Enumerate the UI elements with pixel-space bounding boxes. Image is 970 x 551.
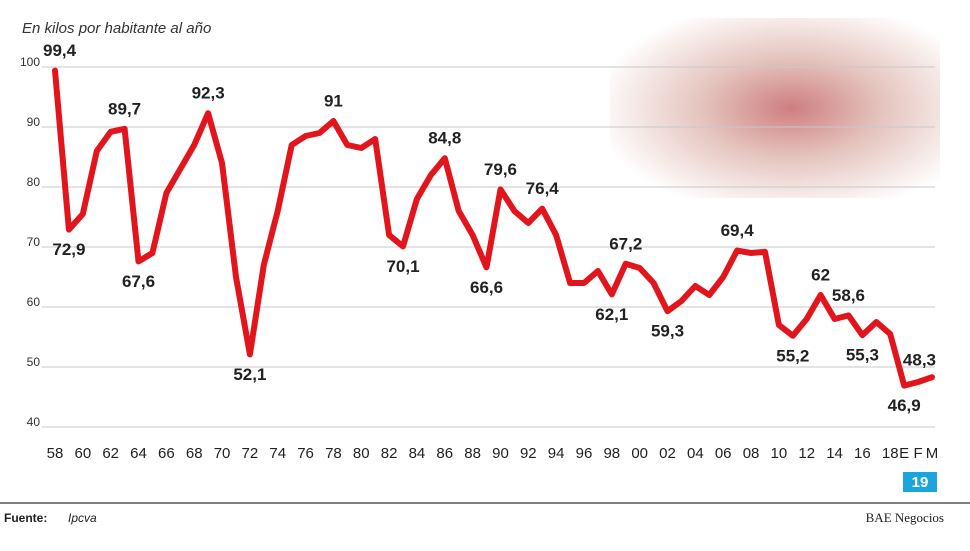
x-tick-label: 64 <box>130 445 147 462</box>
x-tick-label: 08 <box>743 445 760 462</box>
x-tick-label: M <box>926 445 939 462</box>
x-tick-label: 92 <box>520 445 537 462</box>
year-box <box>903 472 937 492</box>
x-tick-label: 06 <box>715 445 732 462</box>
x-tick-label: 12 <box>798 445 815 462</box>
data-label: 67,6 <box>122 272 155 291</box>
data-label: 66,6 <box>470 278 503 297</box>
x-tick-label: 66 <box>158 445 175 462</box>
data-label: 70,1 <box>386 257 419 276</box>
x-tick-label: 76 <box>297 445 314 462</box>
y-tick-label: 90 <box>27 115 41 129</box>
data-label: 58,6 <box>832 286 865 305</box>
data-label: 62,1 <box>595 305 628 324</box>
x-tick-label: 96 <box>576 445 593 462</box>
data-label: 55,2 <box>776 346 809 365</box>
data-label: 72,9 <box>52 240 85 259</box>
source: Ipcva <box>68 511 97 525</box>
x-tick-label: 14 <box>826 445 843 462</box>
x-tick-label: 72 <box>242 445 259 462</box>
x-tick-label: 74 <box>269 445 286 462</box>
x-tick-label: 84 <box>409 445 426 462</box>
data-label: 89,7 <box>108 99 141 118</box>
data-label: 48,3 <box>903 351 936 370</box>
year-box-label: 19 <box>912 474 929 491</box>
x-tick-label: 90 <box>492 445 509 462</box>
x-tick-label: 80 <box>353 445 370 462</box>
data-label: 59,3 <box>651 322 684 341</box>
y-tick-label: 100 <box>20 55 40 69</box>
y-tick-label: 50 <box>27 355 41 369</box>
photo <box>610 18 940 198</box>
x-tick-label: 88 <box>464 445 481 462</box>
x-tick-label: 18 <box>882 445 899 462</box>
x-tick-label: E <box>899 445 909 462</box>
x-tick-label: 16 <box>854 445 871 462</box>
x-tick-label: 00 <box>631 445 648 462</box>
x-tick-label: 02 <box>659 445 676 462</box>
x-tick-label: 04 <box>687 445 704 462</box>
x-tick-label: 10 <box>771 445 788 462</box>
data-label: 52,1 <box>233 365 266 384</box>
x-tick-label: 70 <box>214 445 231 462</box>
credit: BAE Negocios <box>866 510 944 525</box>
source-label: Fuente: <box>4 511 47 525</box>
x-tick-label: 78 <box>325 445 342 462</box>
data-label: 46,9 <box>888 396 921 415</box>
y-tick-label: 60 <box>27 295 41 309</box>
data-label: 79,6 <box>484 160 517 179</box>
data-label: 92,3 <box>192 84 225 103</box>
x-tick-label: 82 <box>381 445 398 462</box>
data-label: 69,4 <box>721 221 755 240</box>
data-label: 55,3 <box>846 346 879 365</box>
data-label: 62 <box>811 265 830 284</box>
data-label: 67,2 <box>609 234 642 253</box>
data-label: 99,4 <box>43 41 77 60</box>
x-tick-label: 68 <box>186 445 203 462</box>
y-tick-label: 70 <box>27 235 41 249</box>
data-label: 84,8 <box>428 129 461 148</box>
data-label: 76,4 <box>526 179 560 198</box>
x-tick-label: 98 <box>603 445 620 462</box>
x-tick-label: F <box>913 445 922 462</box>
x-tick-label: 62 <box>102 445 119 462</box>
data-line <box>52 67 935 389</box>
x-tick-label: 94 <box>548 445 565 462</box>
y-tick-label: 80 <box>27 175 41 189</box>
data-label: 91 <box>324 91 343 110</box>
x-tick-label: 60 <box>74 445 91 462</box>
y-tick-label: 40 <box>27 415 41 429</box>
x-tick-label: 86 <box>436 445 453 462</box>
x-tick-label: 58 <box>47 445 64 462</box>
chart-title: En kilos por habitante al año <box>22 20 211 37</box>
